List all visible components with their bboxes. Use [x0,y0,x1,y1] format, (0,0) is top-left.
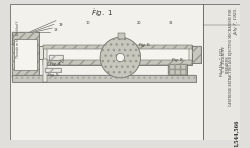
Bar [47,48,188,61]
Ellipse shape [100,37,141,78]
Bar [12,75,196,82]
Bar [43,60,192,65]
Text: FIREARMS: FIREARMS [226,55,230,73]
Text: $\mathit{Fig.6}$: $\mathit{Fig.6}$ [138,41,151,49]
Bar [43,45,192,49]
Ellipse shape [116,53,124,62]
Bar [43,45,192,49]
Bar [43,60,192,65]
Bar [118,33,125,39]
Text: $\mathit{Theodore\ H.\ Eickhoff}$: $\mathit{Theodore\ H.\ Eickhoff}$ [14,19,21,59]
Text: 32: 32 [169,21,173,25]
Text: $\mathit{Fig.8}$: $\mathit{Fig.8}$ [171,56,184,64]
Bar [39,46,45,59]
Bar [43,59,47,82]
Polygon shape [60,60,63,63]
Text: 1,544,566: 1,544,566 [234,119,239,147]
Bar [43,45,192,65]
Bar [12,75,196,82]
Bar [48,55,63,60]
Text: T. H. EICKHOFF: T. H. EICKHOFF [222,46,226,72]
Text: 18: 18 [54,28,58,32]
Bar [168,64,187,75]
Text: $\mathit{Fig.5}$: $\mathit{Fig.5}$ [46,71,60,79]
Text: $\mathit{Fig.4}$: $\mathit{Fig.4}$ [49,60,62,68]
Bar [192,46,202,63]
Bar [45,68,62,72]
Bar [192,46,202,63]
Bar [48,55,63,60]
Bar [203,4,240,140]
Bar [45,68,62,72]
Text: $\mathit{\widetilde{F}ig.\ 1}$: $\mathit{\widetilde{F}ig.\ 1}$ [91,8,113,19]
Text: Inventor: Inventor [12,33,16,45]
Text: 20: 20 [136,21,141,25]
Text: 10: 10 [86,21,90,25]
Bar [12,32,39,78]
Bar [168,64,187,75]
Text: Filed Mar. 7, 1923: Filed Mar. 7, 1923 [219,48,223,76]
Text: July 7, 1925.: July 7, 1925. [234,7,238,34]
Text: CARTRIDGE EXTRACTING AND EJECTING MECHANISM FOR: CARTRIDGE EXTRACTING AND EJECTING MECHAN… [229,9,233,106]
Bar [12,32,39,78]
Bar [10,4,203,140]
Text: 19: 19 [58,23,63,27]
Bar [14,39,36,70]
